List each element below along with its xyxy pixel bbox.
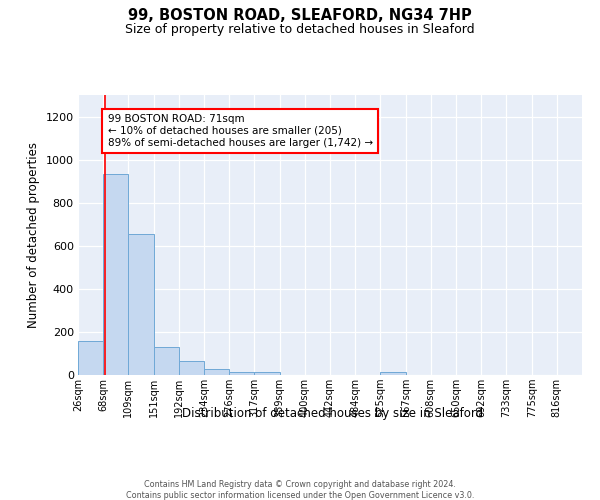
Bar <box>103 174 128 375</box>
Bar <box>380 372 406 375</box>
Bar <box>179 361 204 375</box>
Bar <box>229 372 254 375</box>
Y-axis label: Number of detached properties: Number of detached properties <box>27 142 40 328</box>
Text: Contains HM Land Registry data © Crown copyright and database right 2024.: Contains HM Land Registry data © Crown c… <box>144 480 456 489</box>
Bar <box>204 369 229 375</box>
Text: Distribution of detached houses by size in Sleaford: Distribution of detached houses by size … <box>182 408 484 420</box>
Text: 99 BOSTON ROAD: 71sqm
← 10% of detached houses are smaller (205)
89% of semi-det: 99 BOSTON ROAD: 71sqm ← 10% of detached … <box>107 114 373 148</box>
Bar <box>128 234 154 375</box>
Text: 99, BOSTON ROAD, SLEAFORD, NG34 7HP: 99, BOSTON ROAD, SLEAFORD, NG34 7HP <box>128 8 472 22</box>
Text: Size of property relative to detached houses in Sleaford: Size of property relative to detached ho… <box>125 22 475 36</box>
Text: Contains public sector information licensed under the Open Government Licence v3: Contains public sector information licen… <box>126 491 474 500</box>
Bar <box>78 340 103 375</box>
Bar <box>254 372 280 375</box>
Bar <box>154 347 179 375</box>
